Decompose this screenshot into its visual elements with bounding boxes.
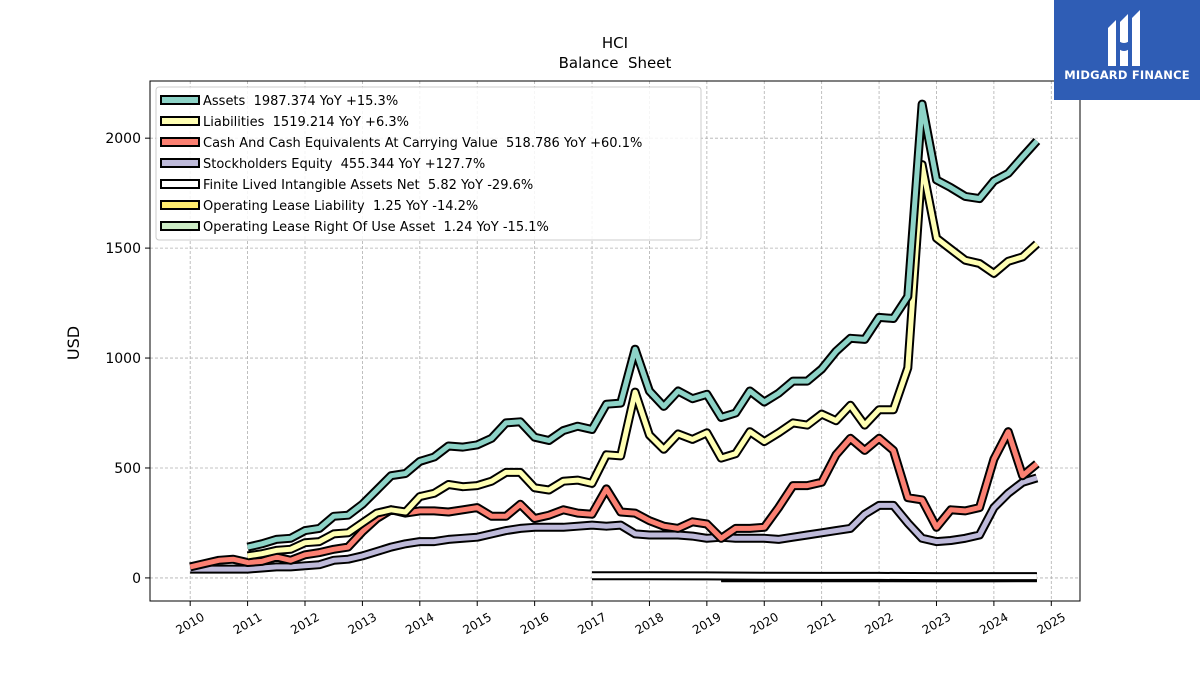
legend-label: Operating Lease Right Of Use Asset 1.24 … bbox=[203, 220, 549, 235]
y-tick-label: 500 bbox=[114, 461, 141, 477]
logo-mark-icon bbox=[1108, 10, 1140, 66]
y-axis-label: USD bbox=[64, 326, 83, 360]
plot-frame bbox=[149, 80, 1081, 602]
x-tick-label: 2011 bbox=[231, 610, 264, 637]
legend-label: Stockholders Equity 455.344 YoY +127.7% bbox=[203, 157, 485, 172]
legend-swatch bbox=[160, 221, 200, 231]
series-stockholders-equity bbox=[190, 473, 1039, 574]
series-liabilities bbox=[246, 160, 1040, 561]
x-tick-label: 2024 bbox=[977, 610, 1010, 637]
series-assets bbox=[246, 99, 1041, 552]
legend-item: Liabilities 1519.214 YoY +6.3% bbox=[160, 115, 409, 130]
series-line bbox=[189, 429, 1039, 570]
legend-item: Operating Lease Liability 1.25 YoY -14.2… bbox=[160, 199, 478, 214]
legend-swatch bbox=[160, 116, 200, 126]
y-tick-label: 1000 bbox=[105, 351, 141, 367]
x-tick-label: 2023 bbox=[920, 610, 953, 637]
legend-label: Liabilities 1519.214 YoY +6.3% bbox=[203, 115, 409, 130]
x-axis-ticks: 2010 2011 2012 2013 2014 2015 2016 2017 2018 2019… bbox=[173, 601, 1068, 637]
chart-subtitle: Balance Sheet bbox=[559, 54, 672, 72]
x-tick-label: 2017 bbox=[575, 610, 608, 637]
legend-label: Assets 1987.374 YoY +15.3% bbox=[203, 94, 398, 109]
legend-box bbox=[155, 86, 702, 241]
series-line bbox=[247, 101, 1039, 550]
legend-item: Cash And Cash Equivalents At Carrying Va… bbox=[160, 136, 642, 151]
series-cash-and-cash-equivalents-at-carrying-value bbox=[189, 427, 1040, 572]
x-tick-label: 2013 bbox=[346, 610, 379, 637]
x-tick-label: 2012 bbox=[288, 610, 321, 637]
brand-logo: MIDGARD FINANCE bbox=[1054, 0, 1200, 100]
chart-title: HCI bbox=[602, 34, 628, 52]
y-axis-ticks: 0 500 1000 1500 2000 bbox=[105, 131, 150, 587]
series-line bbox=[190, 475, 1038, 572]
legend: Assets 1987.374 YoY +15.3% Liabilities 15… bbox=[155, 86, 702, 241]
legend-item: Operating Lease Right Of Use Asset 1.24 … bbox=[160, 220, 549, 235]
y-tick-label: 2000 bbox=[105, 131, 141, 147]
legend-item: Assets 1987.374 YoY +15.3% bbox=[160, 94, 398, 109]
series-line bbox=[247, 162, 1039, 559]
x-tick-label: 2016 bbox=[518, 610, 551, 637]
legend-label: Finite Lived Intangible Assets Net 5.82 … bbox=[203, 178, 533, 193]
x-tick-label: 2018 bbox=[633, 610, 666, 637]
y-tick-label: 0 bbox=[132, 571, 141, 587]
legend-label: Operating Lease Liability 1.25 YoY -14.2… bbox=[203, 199, 478, 214]
legend-swatch bbox=[160, 158, 200, 168]
x-tick-label: 2010 bbox=[173, 610, 206, 637]
x-tick-label: 2025 bbox=[1035, 610, 1068, 637]
legend-swatch bbox=[160, 179, 200, 189]
x-tick-label: 2014 bbox=[403, 610, 436, 637]
legend-swatch bbox=[160, 200, 200, 210]
legend-item: Finite Lived Intangible Assets Net 5.82 … bbox=[160, 178, 533, 193]
legend-swatch bbox=[160, 95, 200, 105]
x-tick-label: 2020 bbox=[748, 610, 781, 637]
x-tick-label: 2021 bbox=[805, 610, 838, 637]
legend-item: Stockholders Equity 455.344 YoY +127.7% bbox=[160, 157, 485, 172]
x-tick-label: 2022 bbox=[862, 610, 895, 637]
series-layer bbox=[189, 99, 1041, 583]
x-tick-label: 2015 bbox=[460, 610, 493, 637]
legend-label: Cash And Cash Equivalents At Carrying Va… bbox=[203, 136, 642, 151]
x-tick-label: 2019 bbox=[690, 610, 723, 637]
logo-text: MIDGARD FINANCE bbox=[1064, 68, 1190, 82]
legend-swatch bbox=[160, 137, 200, 147]
y-tick-label: 1500 bbox=[105, 241, 141, 257]
series-finite-lived-intangible-assets-net bbox=[592, 571, 1037, 582]
series-line bbox=[592, 573, 1037, 580]
